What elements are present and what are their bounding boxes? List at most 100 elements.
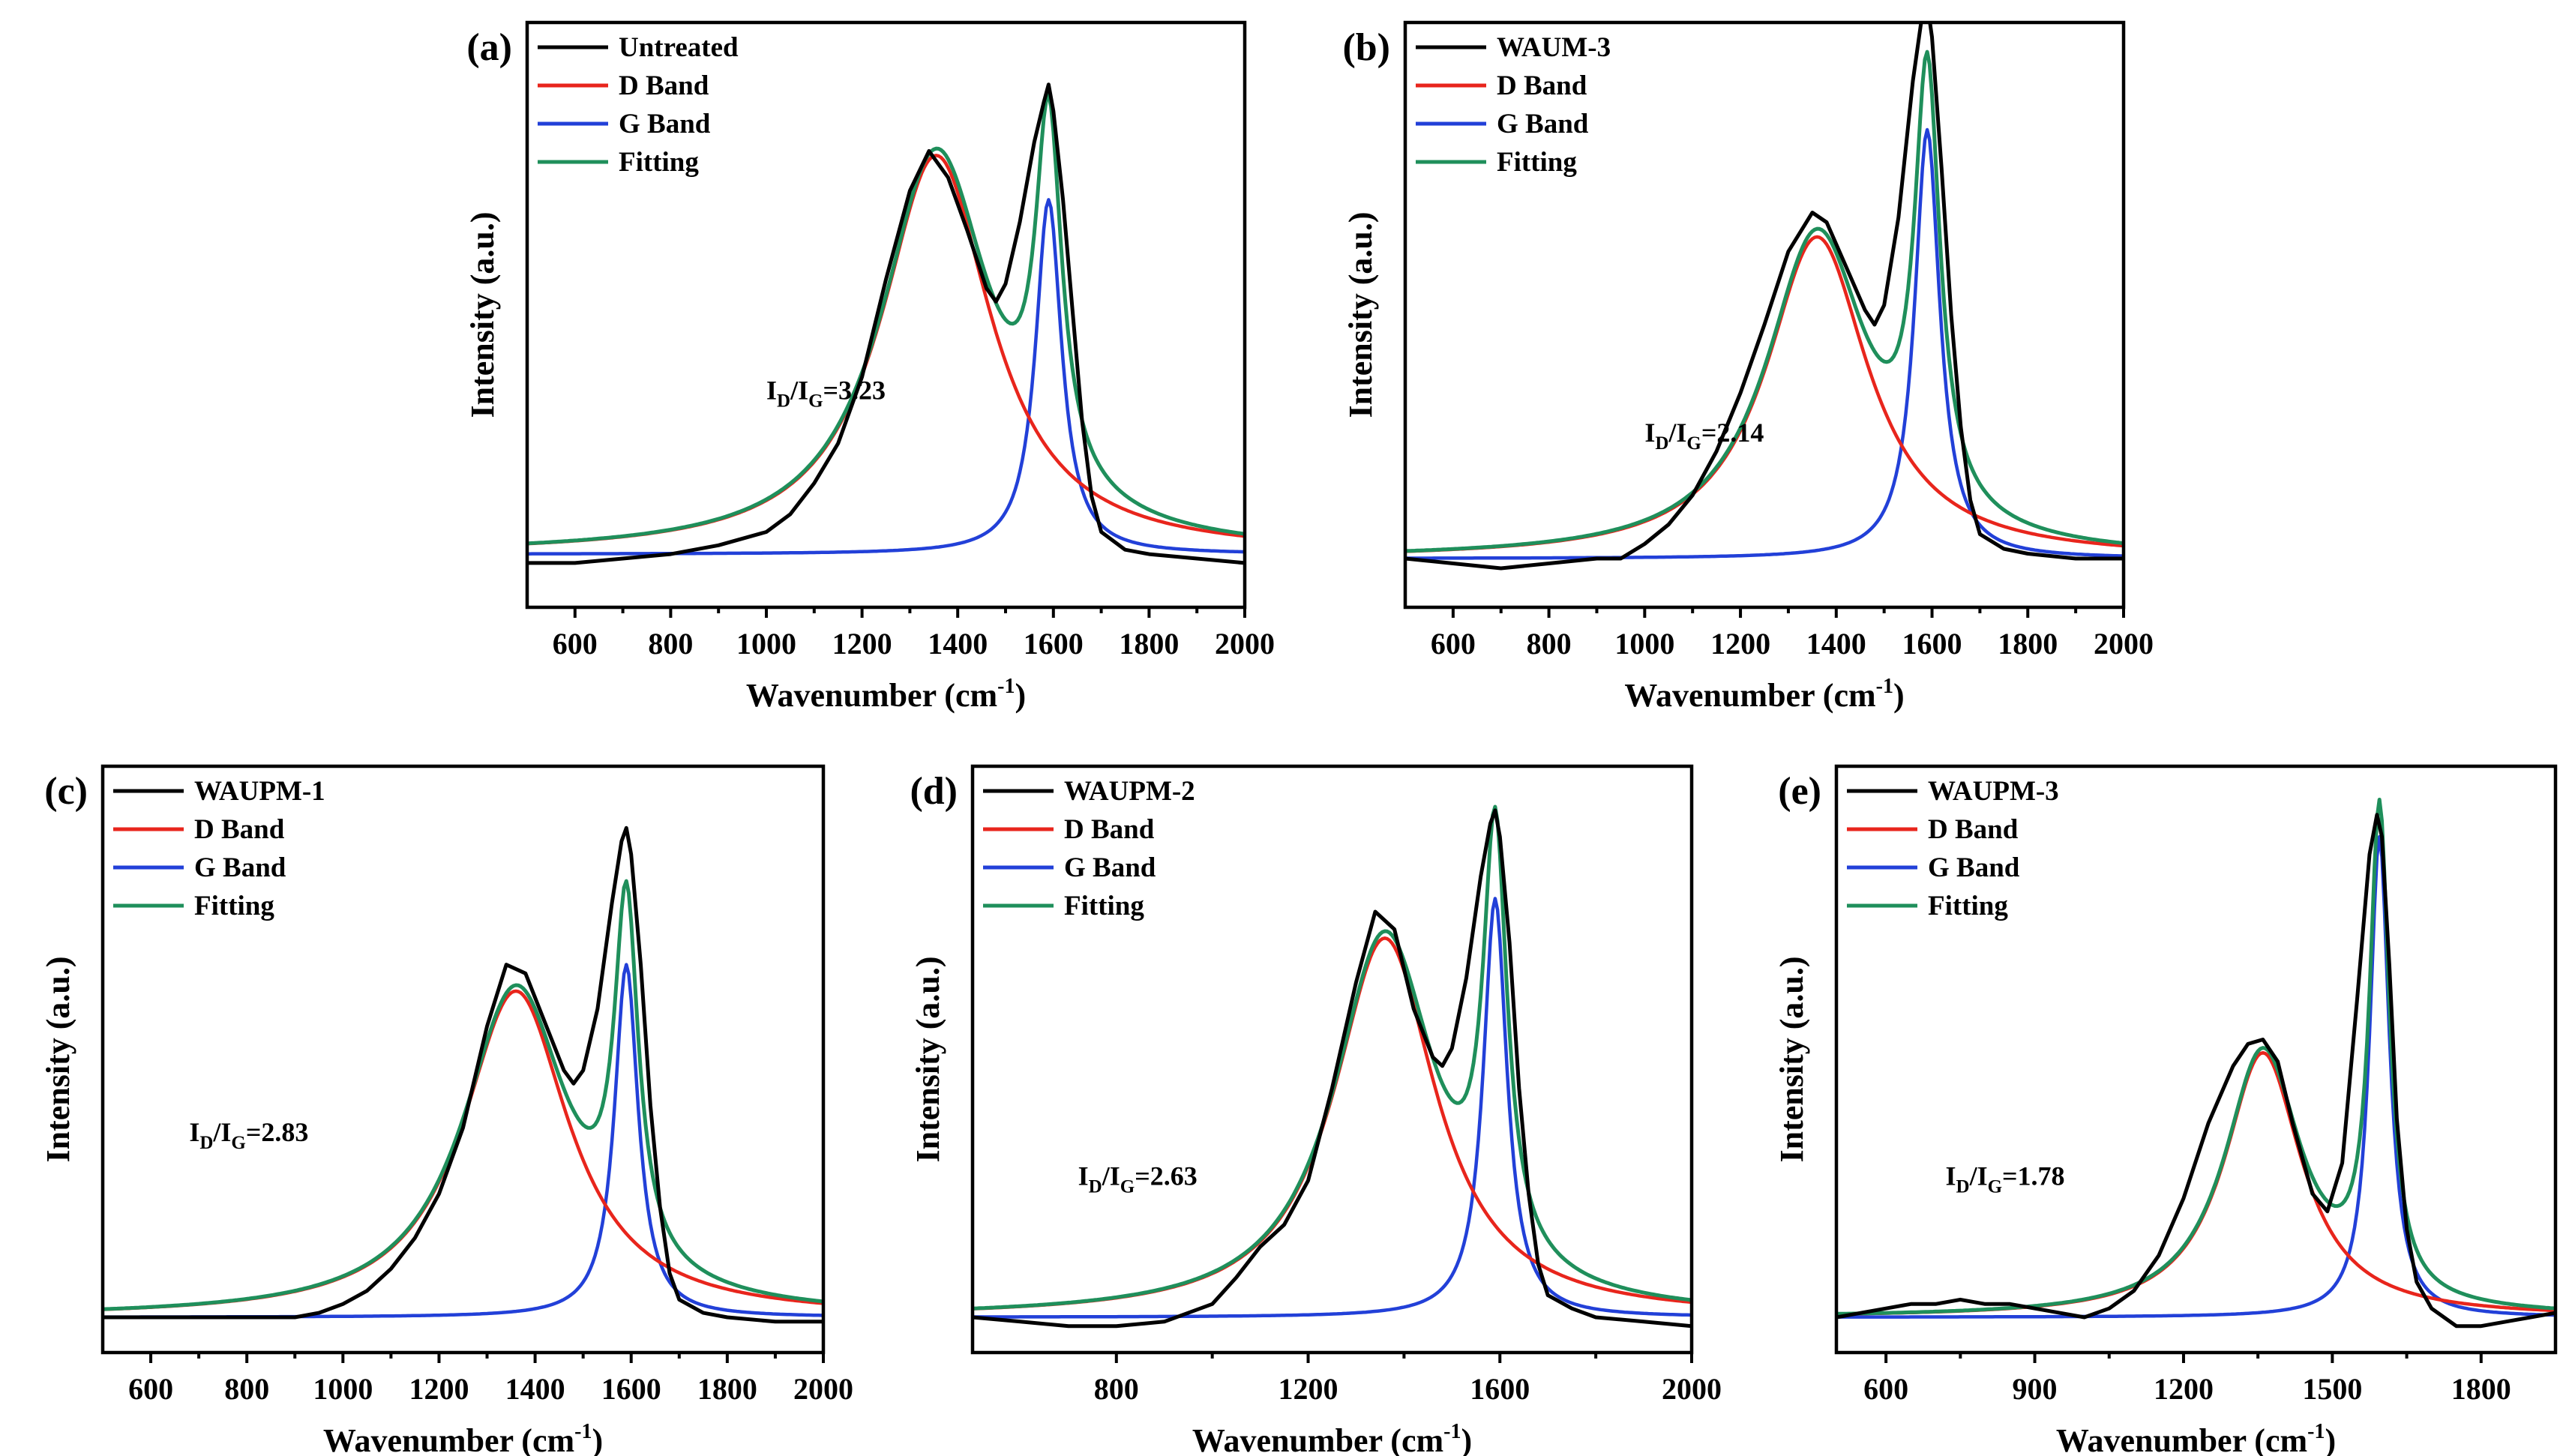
legend-entry: Untreated [619, 32, 739, 63]
x-tick-label: 1200 [1279, 1372, 1338, 1406]
plot-frame [100, 764, 826, 1355]
x-tick-label: 1800 [697, 1372, 757, 1406]
x-tick-label: 1600 [601, 1372, 661, 1406]
legend-entry: WAUPM-1 [194, 776, 325, 807]
x-axis-label: Wavenumber (cm-1) [323, 1420, 603, 1456]
legend-entry: Fitting [1497, 147, 1577, 178]
x-tick-label: 800 [224, 1372, 269, 1406]
x-tick-label: 800 [1094, 1372, 1139, 1406]
spectrum-line [1405, 22, 2124, 571]
y-axis-label: Intensity (a.u.) [910, 956, 946, 1162]
plot-area [527, 82, 1245, 565]
fitting-line [1405, 49, 2124, 553]
fitting-line [527, 93, 1245, 546]
intensity-ratio: ID/IG=2.83 [189, 1117, 308, 1153]
y-axis-label: Intensity (a.u.) [1773, 956, 1810, 1162]
panel-label: (e) [1778, 770, 1821, 813]
legend-entry: WAUPM-3 [1928, 776, 2059, 807]
x-tick-label: 600 [1863, 1372, 1908, 1406]
x-tick-label: 1000 [1614, 627, 1674, 661]
x-tick-label: 1400 [1806, 627, 1866, 661]
x-tick-label: 1000 [736, 627, 796, 661]
legend-entry: Fitting [194, 891, 274, 921]
fitting-line [103, 879, 823, 1311]
legend-entry: G Band [194, 852, 286, 883]
spectrum-line [527, 82, 1245, 565]
x-tick-label: 2000 [2094, 627, 2154, 661]
x-axis-label: Wavenumber (cm-1) [746, 675, 1026, 714]
x-axis-label: Wavenumber (cm-1) [2056, 1420, 2336, 1456]
x-tick-label: 1400 [928, 627, 988, 661]
spectrum-line [973, 808, 1692, 1329]
legend-entry: G Band [1497, 109, 1589, 139]
spectrum-line [1836, 813, 2556, 1329]
plot-frame [525, 20, 1247, 610]
panel-a: 600 800 1000 1200 1400 1600 1800 2000 Wavenumber… [464, 20, 1275, 714]
intensity-ratio: ID/IG=2.63 [1078, 1161, 1198, 1197]
x-tick-label: 2000 [1662, 1372, 1722, 1406]
y-axis-label: Intensity (a.u.) [40, 956, 76, 1162]
panel-e: 600 900 1200 1500 1800 Wavenumber (cm-1) Inten… [1773, 764, 2558, 1456]
panel-d: 800 1200 1600 2000 Wavenumber (cm-1) Intensit… [910, 764, 1722, 1456]
d-band-line [527, 154, 1245, 546]
g-band-line [1405, 127, 2124, 560]
x-tick-label: 1200 [832, 627, 892, 661]
legend-entry: WAUPM-2 [1064, 776, 1195, 807]
x-tick-label: 1800 [1998, 627, 2058, 661]
x-tick-label: 1400 [505, 1372, 565, 1406]
plot-area [1405, 22, 2124, 571]
plot-frame [970, 764, 1694, 1355]
legend-entry: D Band [1928, 814, 2019, 845]
x-tick-label: 600 [128, 1372, 173, 1406]
intensity-ratio: ID/IG=3.23 [766, 375, 886, 411]
y-axis-label: Intensity (a.u.) [464, 211, 501, 418]
plot-area [973, 804, 1692, 1329]
fitting-line [1836, 798, 2556, 1316]
x-tick-label: 1800 [1119, 627, 1179, 661]
x-tick-label: 800 [1527, 627, 1572, 661]
legend: WAUPM-2 D Band G Band Fitting [983, 776, 1195, 921]
legend: WAUPM-3 D Band G Band Fitting [1847, 776, 2059, 921]
plot-frame [1403, 20, 2126, 610]
x-tick-label: 600 [553, 627, 598, 661]
x-tick-label: 2000 [1215, 627, 1275, 661]
x-tick-label: 800 [648, 627, 693, 661]
panel-label: (a) [466, 26, 512, 69]
legend-entry: G Band [1064, 852, 1156, 883]
legend-entry: D Band [1064, 814, 1155, 845]
g-band-line [527, 198, 1245, 556]
y-axis-label: Intensity (a.u.) [1342, 211, 1379, 418]
panel-c: 600 800 1000 1200 1400 1600 1800 2000 Wavenumber… [40, 764, 853, 1456]
x-tick-label: 1200 [1710, 627, 1770, 661]
x-axis-label: Wavenumber (cm-1) [1192, 1420, 1472, 1456]
legend-entry: Fitting [1064, 891, 1144, 921]
legend-entry: G Band [1928, 852, 2020, 883]
legend: WAUPM-1 D Band G Band Fitting [113, 776, 325, 921]
legend: Untreated D Band G Band Fitting [538, 32, 739, 178]
legend-entry: WAUM-3 [1497, 32, 1611, 63]
x-tick-label: 1200 [409, 1372, 469, 1406]
x-tick-label: 2000 [793, 1372, 853, 1406]
x-axis-label: Wavenumber (cm-1) [1624, 675, 1904, 714]
legend-entry: D Band [194, 814, 285, 845]
panel-label: (c) [44, 770, 88, 813]
plot-frame [1834, 764, 2558, 1355]
plot-area [103, 825, 823, 1324]
panel-label: (d) [910, 770, 958, 813]
legend-entry: G Band [619, 109, 711, 139]
x-tick-label: 1600 [1024, 627, 1084, 661]
x-tick-label: 900 [2013, 1372, 2058, 1406]
legend-entry: Fitting [619, 147, 699, 178]
intensity-ratio: ID/IG=1.78 [1946, 1161, 2065, 1197]
g-band-line [973, 897, 1692, 1319]
panel-b: 600 800 1000 1200 1400 1600 1800 2000 Wavenumber… [1342, 20, 2154, 714]
plot-area [1836, 798, 2556, 1329]
legend-entry: D Band [1497, 70, 1587, 101]
legend-entry: Fitting [1928, 891, 2008, 921]
intensity-ratio: ID/IG=2.14 [1644, 418, 1764, 454]
d-band-line [973, 936, 1692, 1311]
x-tick-label: 1600 [1470, 1372, 1530, 1406]
legend: WAUM-3 D Band G Band Fitting [1416, 32, 1611, 178]
legend-entry: D Band [619, 70, 709, 101]
